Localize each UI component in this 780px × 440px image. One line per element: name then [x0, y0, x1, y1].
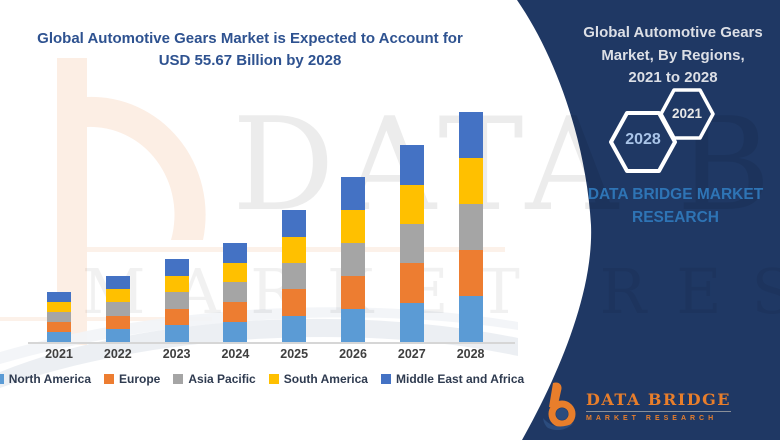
- stacked-bar-2023: [164, 258, 189, 342]
- legend-swatch: [173, 374, 184, 384]
- legend-swatch: [268, 374, 279, 384]
- bar-segment-south-america: [47, 301, 71, 312]
- legend-label: South America: [283, 372, 368, 386]
- bar-segment-middle-east-and-africa: [458, 112, 483, 159]
- chart-title: Global Automotive Gears Market is Expect…: [37, 30, 463, 69]
- stacked-bar-2026: [341, 177, 365, 342]
- bar-segment-europe: [399, 263, 424, 303]
- company-logo: DATA BRIDGE MARKET RESEARCH: [542, 382, 731, 430]
- bar-segment-europe: [282, 289, 307, 316]
- bar-segment-north-america: [458, 295, 483, 342]
- bar-segment-middle-east-and-africa: [223, 242, 248, 263]
- bar-segment-asia-pacific: [47, 311, 71, 322]
- bar-segment-asia-pacific: [341, 243, 365, 277]
- x-tick-2022: 2022: [103, 347, 132, 361]
- bar-segment-north-america: [47, 331, 71, 342]
- hexagon-2028: [609, 111, 677, 173]
- logo-text-block: DATA BRIDGE MARKET RESEARCH: [586, 390, 731, 422]
- stacked-bar-2027: [399, 145, 424, 342]
- stacked-bar-2022: [105, 275, 130, 342]
- stacked-bar-2021: [47, 292, 71, 342]
- legend-swatch: [104, 374, 115, 384]
- legend-item-europe: Europe: [104, 372, 160, 386]
- bar-segment-north-america: [105, 328, 130, 342]
- bar-segment-asia-pacific: [223, 282, 248, 303]
- chart-legend: North America Europe Asia Pacific South Ame…: [0, 372, 524, 386]
- legend-label: Middle East and Africa: [395, 372, 525, 386]
- panel-title: Global Automotive Gears Market, By Regio…: [583, 24, 763, 86]
- legend-item-asia-pacific: Asia Pacific: [173, 372, 256, 386]
- bar-segment-asia-pacific: [399, 223, 424, 264]
- legend-swatch: [380, 374, 391, 384]
- bar-segment-south-america: [105, 289, 130, 303]
- x-tick-2024: 2024: [221, 347, 250, 361]
- hexagon-graphic: [609, 88, 715, 173]
- bar-segment-middle-east-and-africa: [105, 275, 130, 290]
- logo-subtitle: MARKET RESEARCH: [586, 415, 718, 422]
- stacked-bar-2028: [458, 112, 483, 342]
- bar-segment-south-america: [164, 275, 189, 293]
- bar-segment-south-america: [458, 158, 483, 205]
- bar-segment-asia-pacific: [282, 262, 307, 290]
- bar-segment-asia-pacific: [458, 204, 483, 250]
- logo-name: DATA BRIDGE: [586, 390, 731, 412]
- legend-item-north-america: North America: [0, 372, 91, 386]
- bar-segment-europe: [223, 302, 248, 323]
- stacked-bar-2025: [282, 210, 307, 342]
- stacked-bar-2024: [223, 242, 248, 342]
- navy-panel: [517, 0, 780, 440]
- brand-wordmark: DATA BRIDGE MARKET RESEARCH: [587, 186, 764, 227]
- bar-segment-north-america: [164, 325, 189, 342]
- bar-segment-europe: [105, 315, 130, 329]
- legend-label: North America: [8, 372, 92, 386]
- x-tick-2027: 2027: [397, 347, 426, 361]
- bar-segment-middle-east-and-africa: [282, 210, 307, 237]
- bar-segment-europe: [164, 308, 189, 326]
- peach-logo-watermark: [0, 58, 505, 345]
- x-tick-2021: 2021: [45, 347, 73, 361]
- bar-segment-north-america: [341, 309, 365, 342]
- bar-segment-middle-east-and-africa: [47, 292, 71, 302]
- bar-segment-middle-east-and-africa: [399, 145, 424, 185]
- legend-label: Europe: [119, 372, 161, 386]
- legend-label: Asia Pacific: [188, 372, 256, 386]
- x-axis-line: [28, 342, 515, 344]
- legend-swatch: [0, 374, 4, 384]
- bar-segment-south-america: [282, 236, 307, 263]
- bar-segment-middle-east-and-africa: [341, 177, 365, 211]
- x-tick-2026: 2026: [339, 347, 367, 361]
- bar-segment-middle-east-and-africa: [164, 258, 189, 276]
- x-tick-2023: 2023: [162, 347, 191, 361]
- hexagon-2028-label: 2028: [625, 131, 661, 148]
- x-tick-2025: 2025: [280, 347, 309, 361]
- bar-segment-europe: [458, 250, 483, 296]
- bar-segment-south-america: [223, 262, 248, 283]
- bar-segment-asia-pacific: [164, 292, 189, 309]
- hexagon-2021-label: 2021: [671, 106, 703, 121]
- legend-item-middle-east-and-africa: Middle East and Africa: [380, 372, 525, 386]
- legend-item-south-america: South America: [268, 372, 368, 386]
- bar-segment-europe: [341, 276, 365, 309]
- bar-segment-north-america: [282, 315, 307, 342]
- bar-segment-south-america: [341, 210, 365, 244]
- bar-segment-north-america: [223, 322, 248, 342]
- bar-segment-asia-pacific: [105, 302, 130, 316]
- bar-segment-north-america: [399, 302, 424, 342]
- logo-b-icon: [543, 382, 576, 430]
- bar-segment-south-america: [399, 184, 424, 224]
- bar-segment-europe: [47, 321, 71, 332]
- x-tick-2028: 2028: [456, 347, 485, 361]
